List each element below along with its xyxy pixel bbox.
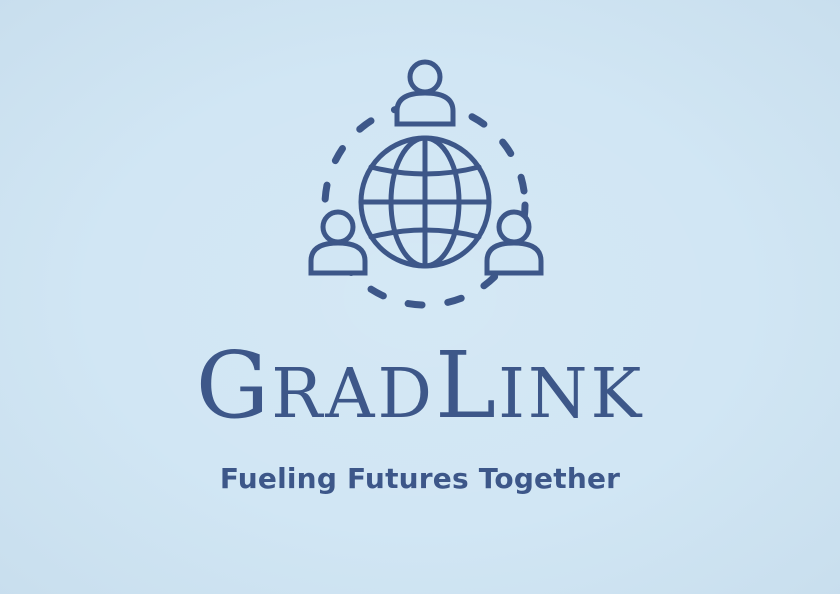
globe-with-people-icon — [300, 55, 550, 315]
tagline: Fueling Futures Together — [0, 462, 840, 495]
person-icon-top — [397, 62, 453, 124]
wordmark-ink: INK — [498, 355, 644, 434]
brand-wordmark: GRADLINK — [0, 340, 840, 432]
wordmark-l: L — [435, 332, 498, 439]
person-icon-left — [311, 212, 365, 273]
wordmark-rad: RAD — [271, 355, 435, 434]
wordmark-g: G — [196, 332, 272, 439]
globe-icon — [361, 138, 489, 266]
person-icon-right — [487, 212, 541, 273]
